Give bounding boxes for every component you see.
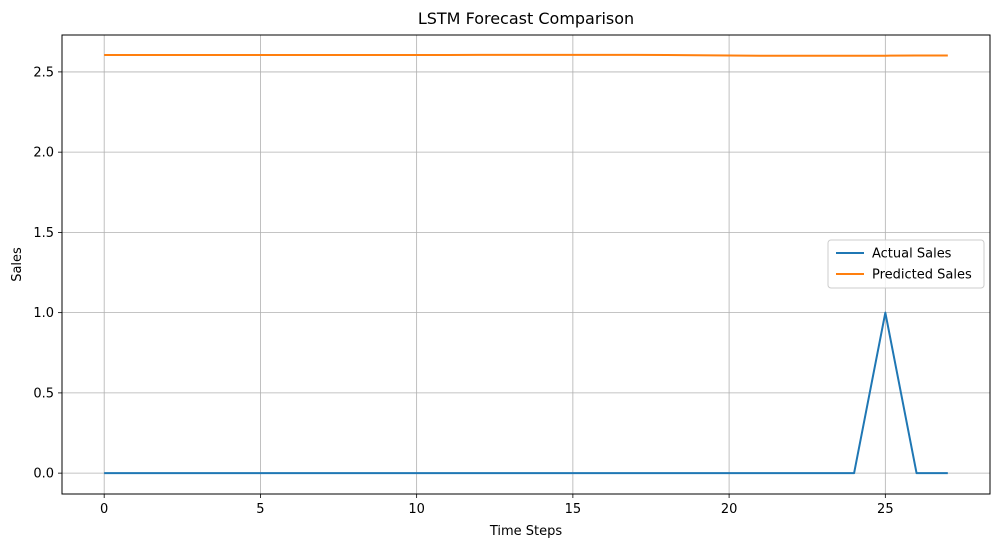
y-tick-label: 2.0: [33, 146, 54, 161]
legend-label: Predicted Sales: [872, 268, 972, 283]
y-tick-label: 1.0: [33, 306, 54, 321]
y-tick-label: 0.0: [33, 467, 54, 482]
x-tick-label: 5: [256, 502, 264, 517]
series-lines: [104, 53, 948, 475]
y-axis-label: Sales: [10, 247, 25, 282]
x-axis-label: Time Steps: [489, 524, 563, 539]
legend: Actual Sales Predicted Sales: [827, 239, 985, 289]
y-tick-label: 0.5: [33, 386, 54, 401]
y-tick-label: 2.5: [33, 65, 54, 80]
axis-ticks: 0 5 10 15 20 25 0.0 0.5 1.0 1.5 2.0 2.5: [33, 65, 893, 517]
x-tick-label: 20: [721, 502, 738, 517]
chart-title: LSTM Forecast Comparison: [418, 9, 634, 28]
legend-label: Actual Sales: [872, 247, 952, 262]
series-line-actual-sales: [104, 311, 948, 475]
series-line-predicted-sales: [104, 53, 948, 57]
x-tick-label: 15: [565, 502, 582, 517]
x-tick-label: 10: [408, 502, 425, 517]
x-tick-label: 0: [100, 502, 108, 517]
plot-frame: [61, 34, 991, 495]
legend-box: [827, 239, 985, 289]
x-tick-label: 25: [877, 502, 894, 517]
y-tick-label: 1.5: [33, 226, 54, 241]
